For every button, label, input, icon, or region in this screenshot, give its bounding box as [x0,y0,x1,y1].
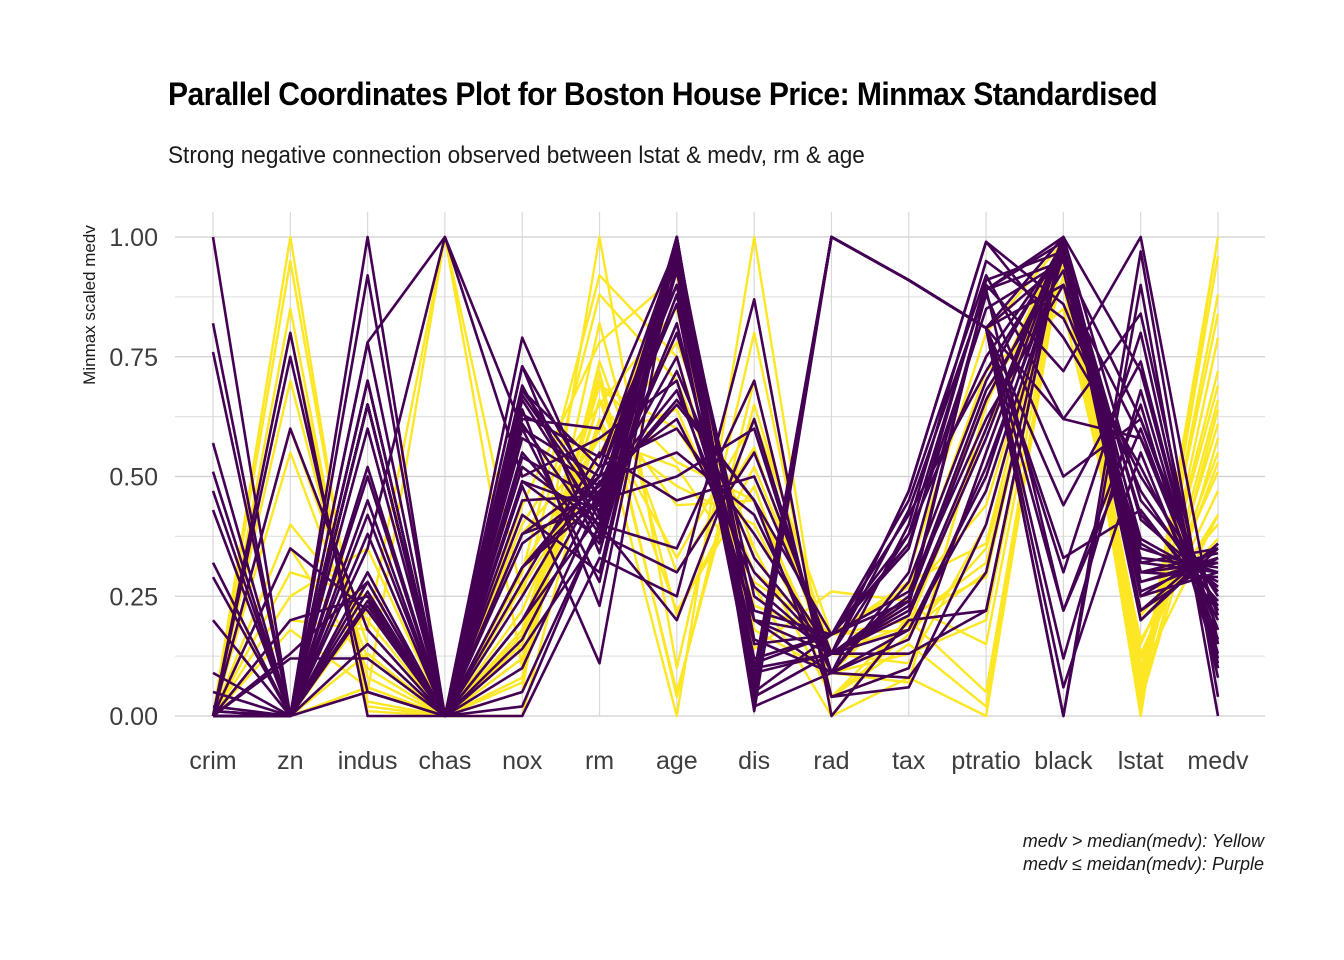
series-line-below-median [213,245,1220,718]
x-tick-label: crim [189,747,236,775]
series-line-below-median [213,235,1219,718]
x-tick-label: lstat [1118,747,1164,775]
plot-grid [175,212,1265,717]
x-tick-label: tax [892,747,926,775]
caption-line-yellow: medv > median(medv): Yellow [1022,831,1264,851]
x-tick-label: zn [277,747,303,775]
caption-line-purple: medv ≤ meidan(medv): Purple [1023,854,1264,874]
x-tick-label: indus [338,747,398,775]
x-tick-label: dis [738,747,770,775]
x-tick-label: nox [502,747,543,775]
y-tick-label: 0.75 [109,344,158,372]
x-tick-label: medv [1187,747,1249,775]
y-tick-label: 1.00 [109,224,158,252]
chart-caption: medv > median(medv): Yellow medv ≤ meida… [1023,830,1264,876]
series-line-below-median [213,240,1220,718]
y-tick-label: 0.00 [109,703,158,731]
x-axis-ticks: crim zn indus chas nox rm age dis rad tax ptratio b… [189,747,1249,775]
series-line-below-median [212,235,1219,718]
x-tick-label: rm [585,747,614,775]
x-tick-label: age [656,747,698,775]
x-tick-label: rad [813,747,849,775]
series-below-median [211,235,1220,718]
chart-subtitle: Strong negative connection observed betw… [168,142,865,169]
x-tick-label: ptratio [951,747,1020,775]
x-tick-label: black [1034,747,1093,775]
chart-title: Parallel Coordinates Plot for Boston Hou… [168,76,1158,112]
y-tick-label: 0.50 [109,464,158,492]
y-axis-label: Minmax scaled medv [80,225,99,385]
x-tick-label: chas [419,747,472,775]
series-line-below-median [213,250,1219,718]
series-line-below-median [213,235,1220,718]
y-axis-ticks: 0.00 0.25 0.50 0.75 1.00 [109,224,158,731]
y-tick-label: 0.25 [109,583,158,611]
